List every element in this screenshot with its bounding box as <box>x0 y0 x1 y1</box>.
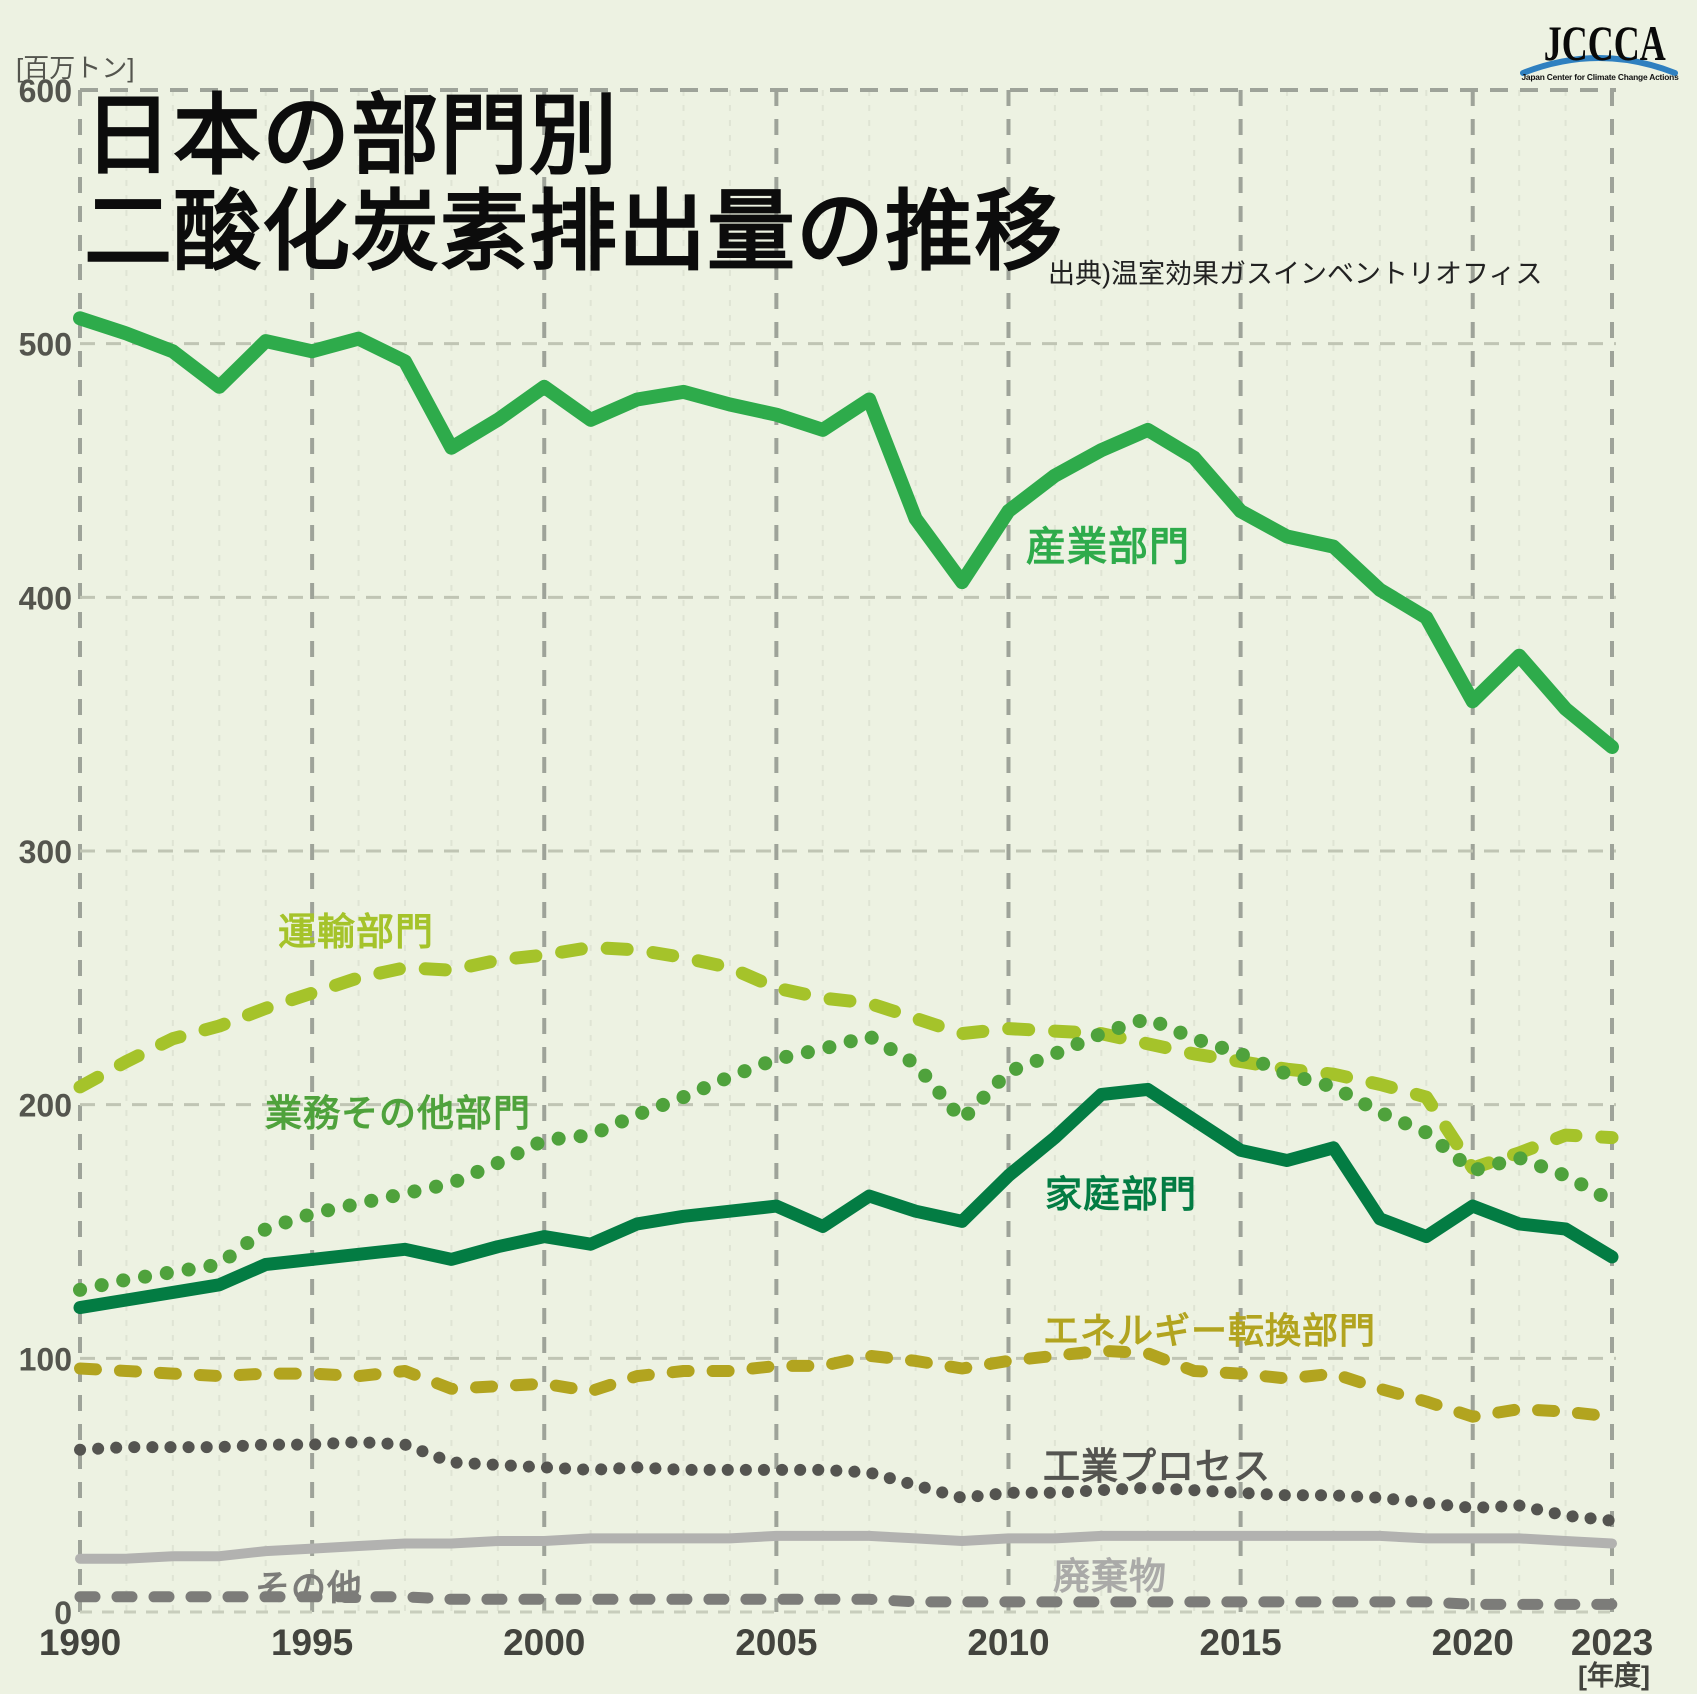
jccca-logo-arc-icon <box>1520 55 1678 76</box>
source-note: 出典)温室効果ガスインベントリオフィス <box>1048 259 1543 289</box>
y-axis-unit-label: [百万トン] <box>16 53 135 83</box>
y-tick-label: 300 <box>19 834 72 870</box>
waste-line <box>75 1530 1617 1564</box>
label-waste: 廃棄物 <box>1053 1556 1167 1597</box>
label-energy-conversion-sector: エネルギー転換部門 <box>1043 1310 1377 1351</box>
x-tick-label: 2005 <box>735 1622 817 1663</box>
x-tick-label: 2020 <box>1432 1622 1514 1663</box>
indprocess-line <box>74 1436 1618 1527</box>
label-household-sector: 家庭部門 <box>1045 1174 1197 1215</box>
jccca-logo: JCCCA Japan Center for Climate Change Ac… <box>1520 18 1680 82</box>
page-title: 日本の部門別 二酸化炭素排出量の推移 <box>84 88 1063 280</box>
x-tick-label: 1990 <box>39 1622 121 1663</box>
y-tick-label: 200 <box>19 1088 72 1124</box>
jccca-logo-caption: Japan Center for Climate Change Actions <box>1521 72 1679 82</box>
x-tick-label: 2010 <box>967 1622 1049 1663</box>
x-tick-label: 1995 <box>271 1622 353 1663</box>
other-line <box>74 1591 1618 1610</box>
y-tick-label: 100 <box>19 1341 72 1377</box>
energy-line <box>74 1344 1618 1423</box>
y-tick-label: 500 <box>19 327 72 363</box>
label-commercial-sector: 業務その他部門 <box>265 1093 531 1134</box>
y-tick-label: 0 <box>54 1595 72 1631</box>
y-tick-label: 400 <box>19 580 72 616</box>
x-tick-label: 2015 <box>1199 1622 1281 1663</box>
label-transport-sector: 運輸部門 <box>278 912 435 954</box>
label-other: その他 <box>255 1569 364 1608</box>
x-axis-unit-label: [年度] <box>1578 1661 1650 1691</box>
transport-line <box>73 940 1619 1175</box>
title-line-1: 日本の部門別 <box>84 86 619 185</box>
household-line <box>73 1082 1619 1315</box>
title-line-2: 二酸化炭素排出量の推移 <box>84 181 1064 281</box>
x-tick-label: 2000 <box>503 1622 585 1663</box>
label-industrial-process: 工業プロセス <box>1043 1446 1271 1487</box>
y-tick-label: 600 <box>19 73 72 109</box>
industry-line <box>73 311 1619 754</box>
label-industry-sector: 産業部門 <box>1026 525 1190 569</box>
commercial-line <box>73 1011 1619 1297</box>
x-tick-label: 2023 <box>1571 1622 1653 1663</box>
jccca-logo-text: JCCCA <box>1543 15 1666 71</box>
